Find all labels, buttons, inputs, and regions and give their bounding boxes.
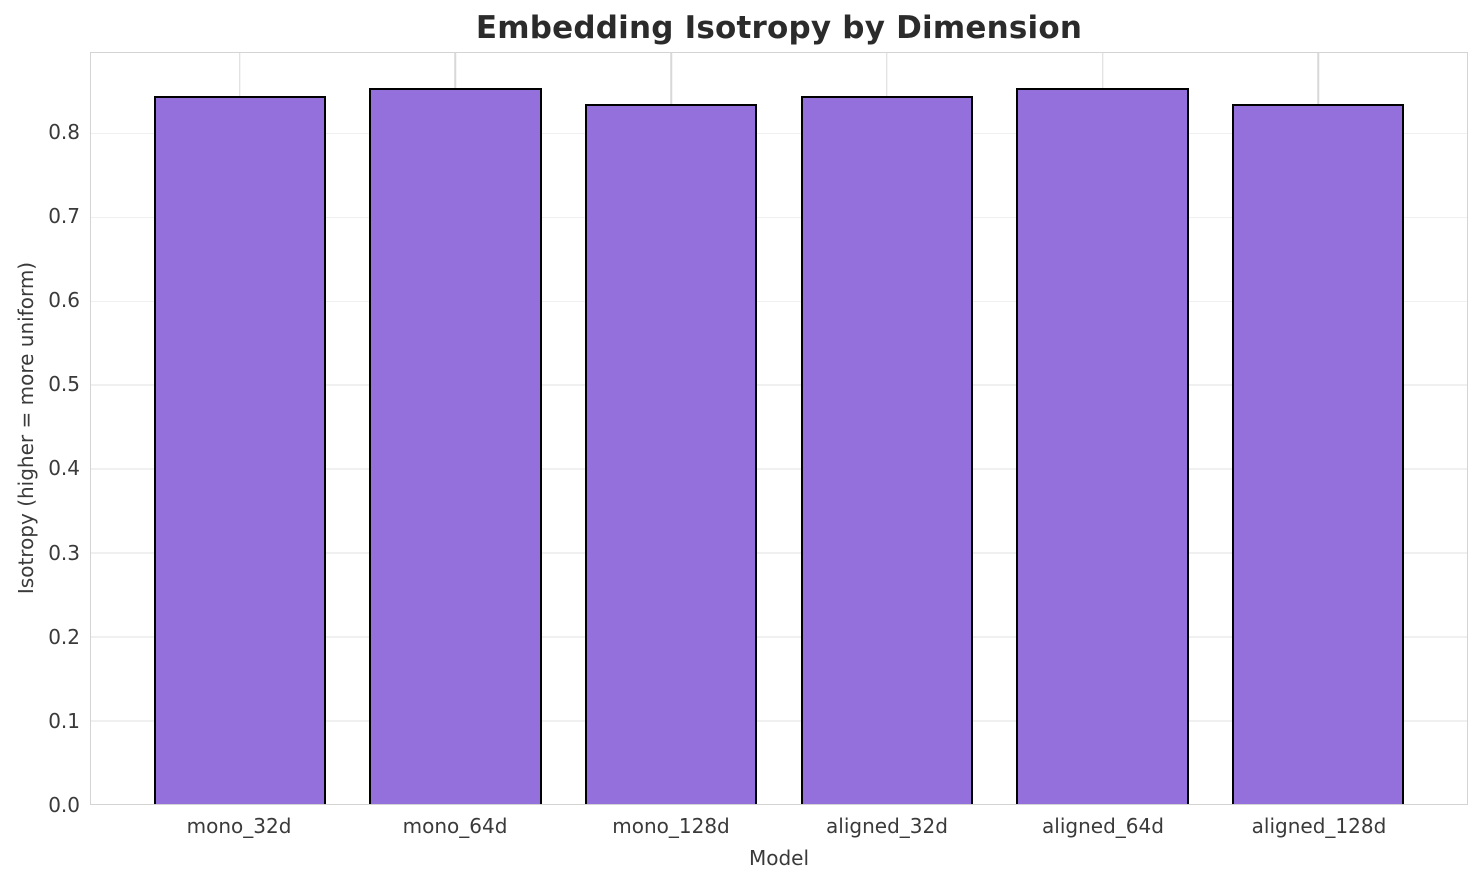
y-tick-label: 0.3 bbox=[48, 540, 80, 565]
gridline-horizontal bbox=[91, 636, 1467, 638]
y-tick-label: 0.7 bbox=[48, 204, 80, 229]
plot-area bbox=[90, 52, 1468, 805]
gridline-horizontal bbox=[91, 216, 1467, 219]
gridline-horizontal bbox=[91, 132, 1467, 135]
gridline-horizontal bbox=[91, 384, 1467, 386]
bar-aligned_128d bbox=[1231, 104, 1405, 804]
x-axis-label: Model bbox=[748, 846, 810, 870]
bar-aligned_64d bbox=[1016, 88, 1189, 804]
x-axis-ticks: mono_32d mono_64d mono_128d aligned_32d alig… bbox=[90, 805, 1468, 839]
bar-mono_32d bbox=[153, 95, 327, 804]
gridline-horizontal bbox=[91, 720, 1467, 722]
x-tick-label-aligned_128d: aligned_128d bbox=[1251, 814, 1387, 838]
y-tick-label: 0.8 bbox=[48, 119, 80, 144]
y-tick-label: 0.4 bbox=[48, 456, 80, 481]
x-tick-label-aligned_32d: aligned_32d bbox=[826, 814, 948, 838]
y-tick-label: 0.6 bbox=[48, 288, 80, 313]
x-tick-label-aligned_64d: aligned_64d bbox=[1042, 814, 1164, 838]
gridline-horizontal bbox=[91, 552, 1467, 554]
y-tick-label: 0.0 bbox=[48, 793, 80, 817]
y-tick-label: 0.2 bbox=[48, 624, 80, 649]
bar-mono_128d bbox=[584, 104, 758, 804]
x-tick-label-mono_64d: mono_64d bbox=[402, 814, 508, 838]
bar-mono_64d bbox=[369, 88, 542, 804]
gridline-horizontal bbox=[91, 300, 1467, 303]
bar-aligned_32d bbox=[800, 95, 974, 804]
y-tick-label: 0.5 bbox=[48, 372, 80, 397]
chart-title: Embedding Isotropy by Dimension bbox=[475, 10, 1083, 46]
gridline-horizontal bbox=[91, 468, 1467, 470]
x-tick-label-mono_32d: mono_32d bbox=[186, 814, 292, 838]
y-axis-ticks: 0.0 0.1 0.2 0.3 0.4 0.5 0.6 0.7 0.8 bbox=[0, 52, 82, 817]
y-tick-label: 0.1 bbox=[48, 708, 80, 733]
x-tick-label-mono_128d: mono_128d bbox=[612, 814, 730, 838]
